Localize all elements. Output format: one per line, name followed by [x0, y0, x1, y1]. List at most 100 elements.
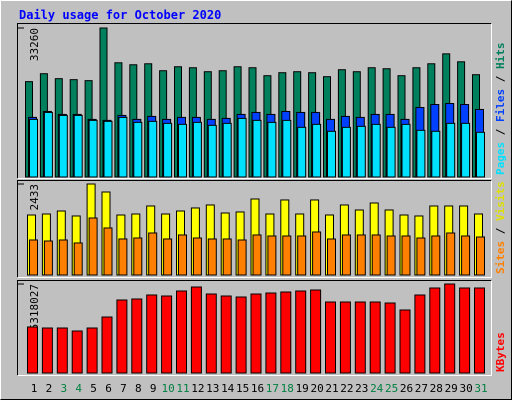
bar: [58, 114, 68, 178]
legend-separator: /: [494, 69, 507, 89]
bar: [220, 295, 232, 374]
bar: [461, 122, 471, 178]
bar: [356, 125, 366, 178]
bar: [341, 126, 351, 178]
bar: [146, 294, 158, 374]
bar: [474, 287, 485, 374]
bar: [148, 120, 158, 178]
x-tick-label: 2: [46, 382, 53, 395]
bar: [222, 238, 232, 276]
x-tick-label: 9: [150, 382, 157, 395]
bar: [73, 114, 83, 178]
bar: [163, 122, 173, 178]
bar: [401, 235, 411, 276]
bar: [252, 234, 262, 276]
bar: [133, 121, 143, 178]
panel-edge-light: [17, 280, 492, 376]
bar: [356, 234, 366, 276]
bar: [431, 130, 441, 178]
x-tick-label: 24: [370, 382, 384, 395]
bar: [29, 239, 38, 276]
bar: [369, 301, 381, 374]
legend-entry: Sites: [494, 241, 507, 274]
x-tick-label: 27: [415, 382, 428, 395]
bar: [386, 235, 396, 276]
x-tick-label: 31: [474, 382, 487, 395]
panel-edge-dark: [17, 23, 492, 179]
legend: KBytes: [494, 332, 507, 372]
bar: [205, 293, 217, 374]
x-tick-label: 19: [296, 382, 309, 395]
bar: [192, 121, 202, 178]
bar: [222, 122, 232, 178]
bar: [282, 235, 292, 276]
legend-entry: Files: [494, 89, 507, 122]
bar: [58, 239, 68, 276]
bar: [86, 327, 98, 374]
bar: [176, 290, 187, 374]
panel-edge-dark: [17, 180, 492, 278]
bar: [190, 286, 202, 374]
legend: Sites / Visits: [494, 181, 507, 274]
x-tick-label: 10: [161, 382, 174, 395]
bar: [161, 295, 173, 374]
legend-entry: Hits: [494, 43, 507, 70]
x-tick-label: 29: [445, 382, 458, 395]
x-tick-label: 20: [310, 382, 323, 395]
bar: [118, 116, 128, 178]
bar: [327, 130, 336, 178]
x-tick-label: 7: [120, 382, 127, 395]
bar: [461, 235, 471, 276]
bar: [312, 231, 322, 276]
x-tick-label: 22: [340, 382, 353, 395]
bar: [401, 123, 411, 178]
x-tick-label: 5: [90, 382, 97, 395]
x-tick-label: 16: [251, 382, 264, 395]
bar: [476, 236, 485, 276]
chart-title: Daily usage for October 2020: [19, 8, 221, 22]
bar: [207, 238, 217, 276]
bar: [312, 123, 322, 178]
bar: [43, 111, 53, 178]
bar: [101, 316, 113, 374]
panel-edge-light: [17, 23, 492, 179]
bar: [297, 235, 307, 276]
bar: [88, 119, 98, 178]
legend-entry: KBytes: [494, 332, 507, 372]
bar: [73, 242, 83, 276]
bar: [399, 309, 411, 374]
bar: [341, 234, 351, 276]
bar: [103, 227, 113, 276]
x-tick-label: 18: [281, 382, 294, 395]
bar: [476, 131, 485, 178]
bar: [178, 234, 187, 276]
bar: [416, 129, 426, 178]
x-tick-label: 15: [236, 382, 249, 395]
x-tick-label: 3: [60, 382, 67, 395]
x-tick-label: 30: [459, 382, 472, 395]
x-tick-label: 23: [355, 382, 368, 395]
bar: [131, 298, 143, 374]
bar: [116, 299, 128, 374]
y-tick-label: 2433: [28, 184, 41, 211]
panel-edge-light: [17, 180, 492, 278]
y-tick-label: 33260: [28, 28, 41, 61]
bar: [235, 296, 247, 374]
x-tick-label: 26: [400, 382, 413, 395]
y-tick-label: 5318027: [28, 284, 41, 330]
x-tick-label: 28: [430, 382, 443, 395]
bar: [371, 234, 381, 276]
bar: [416, 237, 426, 276]
bar: [371, 123, 381, 178]
bar: [310, 289, 322, 374]
x-tick-label: 11: [176, 382, 189, 395]
bar: [446, 232, 456, 276]
bar: [339, 301, 351, 374]
bar: [431, 235, 441, 276]
bar: [163, 238, 173, 276]
bar: [41, 327, 53, 374]
x-tick-label: 13: [206, 382, 219, 395]
bar: [414, 294, 426, 374]
bar: [282, 119, 292, 178]
